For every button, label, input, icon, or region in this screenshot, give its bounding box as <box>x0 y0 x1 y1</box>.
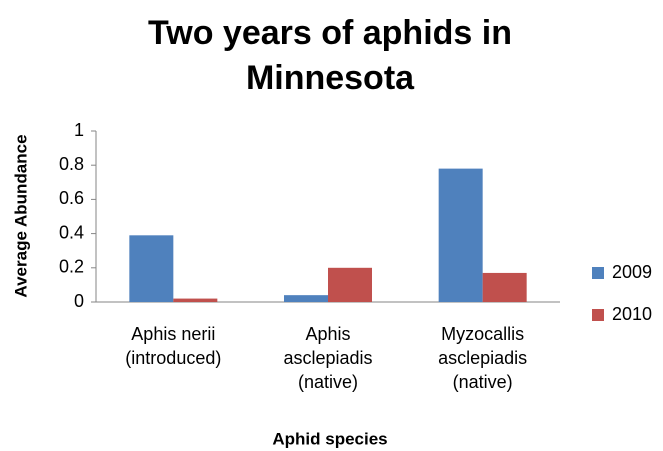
legend-swatch <box>592 309 604 321</box>
chart-title: Minnesota <box>246 59 415 97</box>
bar <box>482 272 527 302</box>
x-tick-label: Aphis <box>305 324 350 344</box>
bar <box>173 298 218 302</box>
x-tick-label: Myzocallis <box>441 324 524 344</box>
y-tick-label: 0.2 <box>59 257 84 277</box>
x-tick-label: (introduced) <box>125 348 221 368</box>
x-tick-label: (native) <box>453 372 513 392</box>
x-tick-label: Aphis nerii <box>131 324 215 344</box>
bar <box>438 168 483 302</box>
legend-label: 2010 <box>612 304 652 324</box>
y-tick-label: 0 <box>74 291 84 311</box>
y-tick-label: 1 <box>74 120 84 140</box>
y-tick-label: 0.8 <box>59 154 84 174</box>
legend-swatch <box>592 267 604 279</box>
x-axis-label: Aphid species <box>272 429 387 448</box>
x-tick-label: (native) <box>298 372 358 392</box>
x-tick-label: asclepiadis <box>283 348 372 368</box>
bar <box>129 235 174 302</box>
y-tick-label: 0.6 <box>59 188 84 208</box>
legend-label: 2009 <box>612 262 652 282</box>
y-axis-label: Average Abundance <box>11 134 30 297</box>
x-tick-label: asclepiadis <box>438 348 527 368</box>
chart-title: Two years of aphids in <box>148 14 512 52</box>
y-tick-label: 0.4 <box>59 222 84 242</box>
bar <box>328 267 372 302</box>
bar <box>284 295 328 302</box>
